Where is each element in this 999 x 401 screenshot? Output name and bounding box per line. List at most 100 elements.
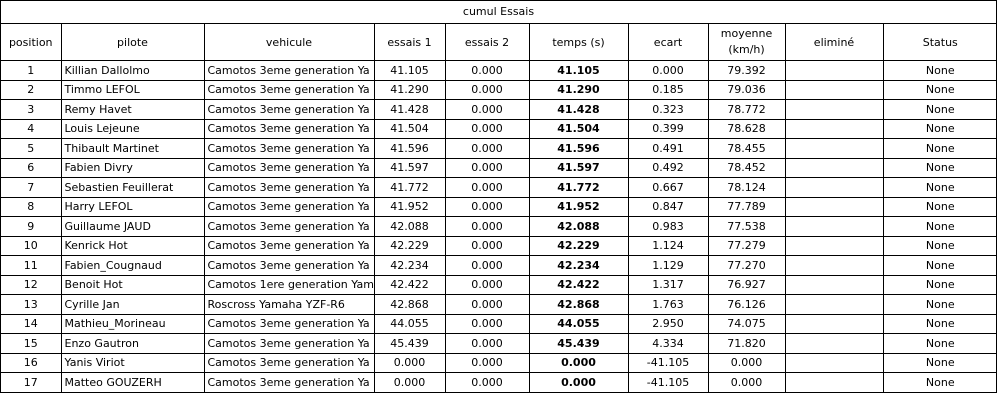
table-row: 17 Matteo GOUZERH Camotos 3eme generation … bbox=[1, 372, 997, 392]
cell-essais-2: 0.000 bbox=[444, 138, 530, 159]
cell-pilote: Yanis Viriot bbox=[60, 352, 205, 373]
cell-temps: 41.290 bbox=[528, 79, 629, 100]
cell-position: 11 bbox=[1, 255, 62, 276]
cell-position: 7 bbox=[1, 177, 62, 198]
cell-ecart: 0.492 bbox=[627, 157, 709, 178]
header-position: position bbox=[1, 24, 62, 61]
cell-temps: 41.428 bbox=[528, 99, 629, 120]
cell-status: None bbox=[882, 138, 997, 159]
cell-essais-1: 0.000 bbox=[373, 372, 446, 392]
table-row: 4 Louis Lejeune Camotos 3eme generation Ya… bbox=[1, 118, 997, 139]
cell-essais-1: 41.290 bbox=[373, 79, 446, 100]
cell-status: None bbox=[882, 294, 997, 315]
cell-essais-1: 0.000 bbox=[373, 352, 446, 373]
sheet-title: cumul Essais bbox=[1, 1, 996, 24]
cell-temps: 42.234 bbox=[528, 255, 629, 276]
cell-moyenne: 78.772 bbox=[707, 99, 786, 120]
cell-status: None bbox=[882, 235, 997, 256]
cell-position: 6 bbox=[1, 157, 62, 178]
cell-pilote: Fabien_Cougnaud bbox=[60, 255, 205, 276]
cell-pilote: Killian Dallolmo bbox=[60, 60, 205, 81]
cell-elimine bbox=[784, 79, 884, 100]
cell-elimine bbox=[784, 138, 884, 159]
cell-ecart: -41.105 bbox=[627, 372, 709, 392]
cell-essais-1: 42.229 bbox=[373, 235, 446, 256]
cell-moyenne: 77.270 bbox=[707, 255, 786, 276]
cell-vehicule: Camotos 3eme generation Ya bbox=[203, 216, 375, 237]
cell-vehicule: Roscross Yamaha YZF-R6 bbox=[203, 294, 375, 315]
cell-position: 17 bbox=[1, 372, 62, 392]
cell-vehicule: Camotos 3eme generation Ya bbox=[203, 157, 375, 178]
cell-moyenne: 74.075 bbox=[707, 313, 786, 334]
cell-temps: 41.504 bbox=[528, 118, 629, 139]
cell-elimine bbox=[784, 235, 884, 256]
cell-essais-1: 45.439 bbox=[373, 333, 446, 354]
cell-ecart: 0.000 bbox=[627, 60, 709, 81]
cell-ecart: 0.847 bbox=[627, 196, 709, 217]
cell-essais-2: 0.000 bbox=[444, 177, 530, 198]
cell-status: None bbox=[882, 60, 997, 81]
cell-position: 8 bbox=[1, 196, 62, 217]
cell-temps: 0.000 bbox=[528, 352, 629, 373]
cell-essais-2: 0.000 bbox=[444, 216, 530, 237]
cell-moyenne: 78.124 bbox=[707, 177, 786, 198]
cell-status: None bbox=[882, 196, 997, 217]
cell-elimine bbox=[784, 352, 884, 373]
cell-ecart: 0.185 bbox=[627, 79, 709, 100]
cell-essais-1: 41.597 bbox=[373, 157, 446, 178]
cell-moyenne: 79.036 bbox=[707, 79, 786, 100]
table-row: 3 Remy Havet Camotos 3eme generation Ya 41.… bbox=[1, 99, 997, 120]
header-elimine: eliminé bbox=[784, 24, 884, 61]
header-moyenne: moyenne (km/h) bbox=[707, 24, 786, 61]
cell-elimine bbox=[784, 177, 884, 198]
cell-elimine bbox=[784, 196, 884, 217]
cell-elimine bbox=[784, 294, 884, 315]
cell-temps: 41.772 bbox=[528, 177, 629, 198]
cell-moyenne: 78.628 bbox=[707, 118, 786, 139]
header-temps: temps (s) bbox=[528, 24, 629, 61]
table-row: 10 Kenrick Hot Camotos 3eme generation Ya 4… bbox=[1, 235, 997, 256]
cell-status: None bbox=[882, 177, 997, 198]
cell-status: None bbox=[882, 313, 997, 334]
cell-essais-2: 0.000 bbox=[444, 372, 530, 392]
cell-moyenne: 77.279 bbox=[707, 235, 786, 256]
cell-moyenne: 77.789 bbox=[707, 196, 786, 217]
cell-essais-2: 0.000 bbox=[444, 79, 530, 100]
cell-status: None bbox=[882, 333, 997, 354]
cell-essais-2: 0.000 bbox=[444, 274, 530, 295]
cell-ecart: 2.950 bbox=[627, 313, 709, 334]
table-row: 6 Fabien Divry Camotos 3eme generation Ya 4… bbox=[1, 157, 997, 178]
cell-ecart: -41.105 bbox=[627, 352, 709, 373]
table-row: 14 Mathieu_Morineau Camotos 3eme generatio… bbox=[1, 313, 997, 334]
cell-pilote: Thibault Martinet bbox=[60, 138, 205, 159]
cell-status: None bbox=[882, 372, 997, 392]
cell-vehicule: Camotos 3eme generation Ya bbox=[203, 313, 375, 334]
cell-ecart: 1.317 bbox=[627, 274, 709, 295]
cell-elimine bbox=[784, 157, 884, 178]
cell-position: 16 bbox=[1, 352, 62, 373]
cell-pilote: Benoit Hot bbox=[60, 274, 205, 295]
cell-position: 10 bbox=[1, 235, 62, 256]
cell-position: 15 bbox=[1, 333, 62, 354]
cell-essais-1: 44.055 bbox=[373, 313, 446, 334]
table-body: 1 Killian Dallolmo Camotos 3eme generation… bbox=[1, 60, 997, 392]
cell-pilote: Louis Lejeune bbox=[60, 118, 205, 139]
cell-elimine bbox=[784, 255, 884, 276]
cell-essais-1: 41.105 bbox=[373, 60, 446, 81]
cell-vehicule: Camotos 3eme generation Ya bbox=[203, 138, 375, 159]
cell-essais-1: 41.428 bbox=[373, 99, 446, 120]
table-row: 2 Timmo LEFOL Camotos 3eme generation Ya 41… bbox=[1, 79, 997, 100]
cell-ecart: 0.323 bbox=[627, 99, 709, 120]
cell-essais-1: 42.422 bbox=[373, 274, 446, 295]
cell-status: None bbox=[882, 274, 997, 295]
cell-position: 3 bbox=[1, 99, 62, 120]
header-essais-1: essais 1 bbox=[373, 24, 446, 61]
cell-temps: 42.229 bbox=[528, 235, 629, 256]
cell-vehicule: Camotos 3eme generation Ya bbox=[203, 372, 375, 392]
cell-moyenne: 79.392 bbox=[707, 60, 786, 81]
header-moyenne-line2: (km/h) bbox=[728, 43, 765, 56]
results-table: position pilote vehicule essais 1 essais… bbox=[1, 24, 997, 392]
header-vehicule: vehicule bbox=[203, 24, 375, 61]
cell-vehicule: Camotos 3eme generation Ya bbox=[203, 333, 375, 354]
cell-essais-1: 41.504 bbox=[373, 118, 446, 139]
